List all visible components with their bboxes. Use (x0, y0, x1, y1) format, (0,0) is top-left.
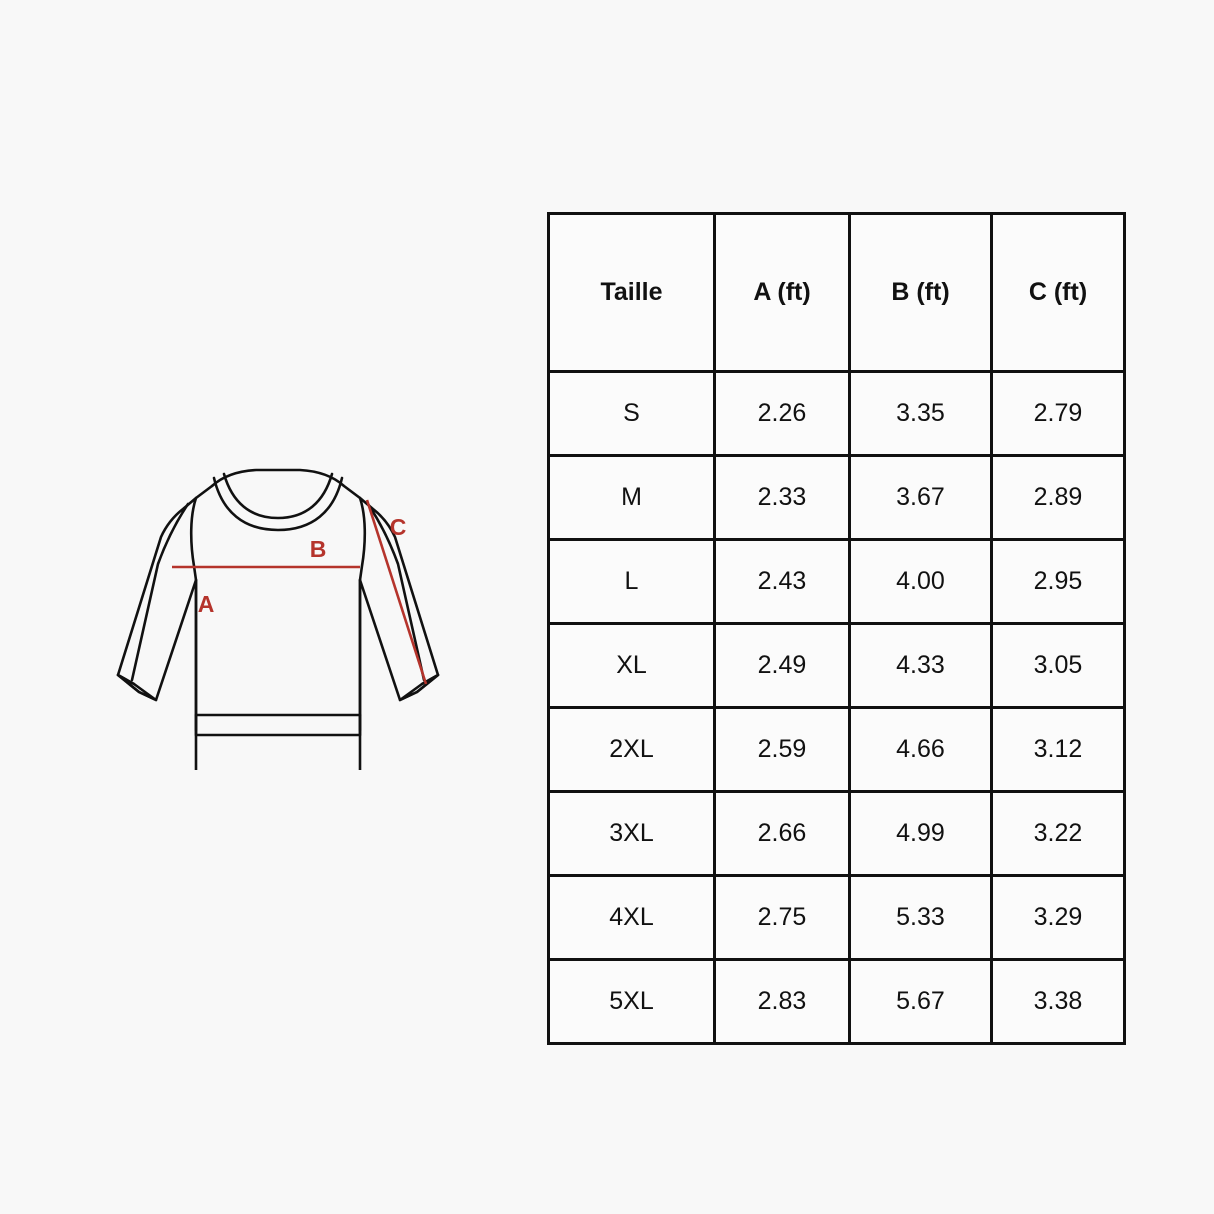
cell-size: 4XL (547, 874, 716, 961)
column-header-a: A (ft) (713, 212, 851, 373)
table-row: M 2.33 3.67 2.89 (547, 454, 1126, 541)
size-table-container: Taille A (ft) B (ft) C (ft) S 2.26 3.35 … (547, 212, 1126, 1045)
collar-outer (212, 476, 344, 532)
table-row: 4XL 2.75 5.33 3.29 (547, 874, 1126, 961)
table-header: Taille A (ft) B (ft) C (ft) (547, 212, 1126, 373)
table-row: S 2.26 3.35 2.79 (547, 370, 1126, 457)
column-header-c: C (ft) (990, 212, 1126, 373)
cell-a: 2.49 (713, 622, 851, 709)
measurement-label-c: C (390, 514, 407, 540)
cell-c: 3.05 (990, 622, 1126, 709)
cell-b: 4.66 (848, 706, 993, 793)
cell-c: 2.79 (990, 370, 1126, 457)
size-table: Taille A (ft) B (ft) C (ft) S 2.26 3.35 … (547, 212, 1126, 1045)
measurement-lines (172, 499, 428, 685)
cell-c: 2.95 (990, 538, 1126, 625)
cell-a: 2.66 (713, 790, 851, 877)
cell-c: 3.22 (990, 790, 1126, 877)
cell-a: 2.33 (713, 454, 851, 541)
cell-c: 2.89 (990, 454, 1126, 541)
column-header-taille: Taille (547, 212, 716, 373)
cell-c: 3.38 (990, 958, 1126, 1045)
table-body: S 2.26 3.35 2.79 M 2.33 3.67 2.89 L 2.43… (547, 370, 1126, 1045)
cell-b: 5.33 (848, 874, 993, 961)
cell-b: 4.33 (848, 622, 993, 709)
cell-b: 4.00 (848, 538, 993, 625)
cell-size: L (547, 538, 716, 625)
table-row: L 2.43 4.00 2.95 (547, 538, 1126, 625)
armhole-right (358, 496, 367, 582)
garment-left-side-path (116, 484, 214, 770)
cell-b: 3.35 (848, 370, 993, 457)
table-row: 2XL 2.59 4.66 3.12 (547, 706, 1126, 793)
hem-band (194, 713, 362, 737)
garment-illustration: A B C (60, 430, 480, 770)
cell-c: 3.29 (990, 874, 1126, 961)
cell-b: 3.67 (848, 454, 993, 541)
sleeve-right-inner-seam (366, 502, 426, 682)
cell-b: 4.99 (848, 790, 993, 877)
sleeve-left-inner-seam (130, 502, 190, 682)
garment-outline (116, 468, 440, 770)
cell-b: 5.67 (848, 958, 993, 1045)
cell-a: 2.43 (713, 538, 851, 625)
cell-size: XL (547, 622, 716, 709)
measurement-label-a: A (198, 591, 215, 617)
cell-c: 3.12 (990, 706, 1126, 793)
cell-size: 3XL (547, 790, 716, 877)
cell-size: 5XL (547, 958, 716, 1045)
table-row: 3XL 2.66 4.99 3.22 (547, 790, 1126, 877)
cell-a: 2.83 (713, 958, 851, 1045)
cell-a: 2.59 (713, 706, 851, 793)
measurement-line-c (365, 499, 428, 685)
table-row: XL 2.49 4.33 3.05 (547, 622, 1126, 709)
cell-size: 2XL (547, 706, 716, 793)
cell-size: S (547, 370, 716, 457)
measurement-label-b: B (310, 536, 327, 562)
table-row: 5XL 2.83 5.67 3.38 (547, 958, 1126, 1045)
cell-a: 2.26 (713, 370, 851, 457)
sweatshirt-technical-drawing: A B C (116, 468, 440, 770)
cell-a: 2.75 (713, 874, 851, 961)
cell-size: M (547, 454, 716, 541)
column-header-b: B (ft) (848, 212, 993, 373)
table-header-row: Taille A (ft) B (ft) C (ft) (547, 212, 1126, 373)
cuff-left-seam (116, 673, 136, 686)
collar-inner (222, 472, 334, 520)
